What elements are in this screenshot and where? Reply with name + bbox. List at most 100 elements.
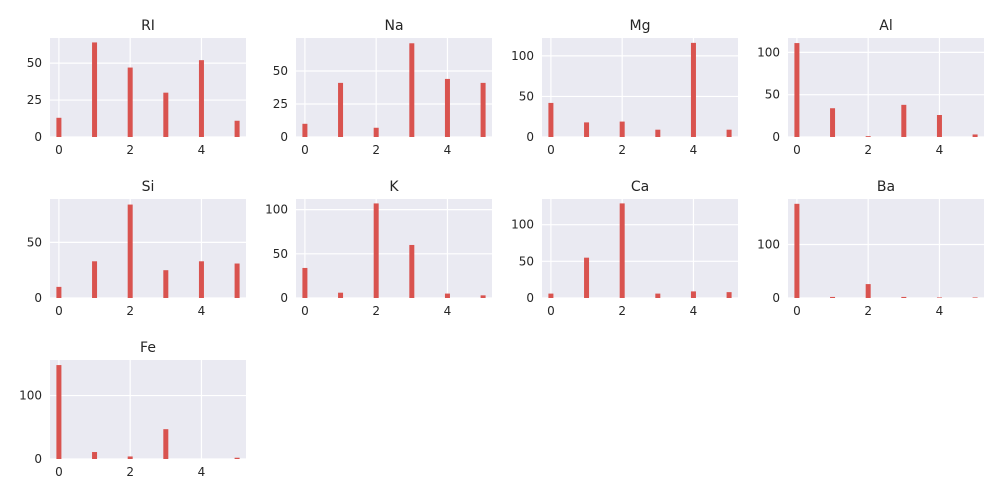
plot-area: [542, 199, 738, 298]
histogram-bar: [480, 295, 486, 298]
histogram-bar: [794, 203, 800, 298]
histogram-bar: [234, 457, 240, 459]
x-tick-label: 0: [547, 143, 555, 157]
y-tick-label: 0: [280, 291, 288, 305]
y-tick-label: 0: [772, 291, 780, 305]
histogram-bar: [92, 261, 98, 298]
histogram-bar: [92, 452, 98, 459]
subplot-mg: 0 2 4 0 50 100 Mg: [511, 18, 738, 157]
x-tick-label: 0: [55, 143, 63, 157]
histogram-bar: [936, 115, 942, 137]
y-tick-label: 25: [273, 97, 288, 111]
subplot-al: 0 2 4 0 50 100 Al: [757, 18, 984, 157]
histogram-bar: [302, 267, 308, 298]
histogram-bar: [444, 78, 450, 137]
y-tick-label: 0: [526, 291, 534, 305]
y-tick-label: 50: [27, 56, 42, 70]
histogram-bar: [936, 297, 942, 298]
histogram-bar: [409, 244, 415, 298]
histogram-bar: [198, 261, 204, 298]
x-tick-label: 0: [55, 465, 63, 479]
y-tick-label: 0: [34, 452, 42, 466]
histogram-bar: [56, 286, 62, 298]
y-tick-label: 50: [519, 254, 534, 268]
histogram-bar: [163, 270, 169, 298]
x-tick-label: 4: [198, 465, 206, 479]
x-tick-label: 4: [444, 304, 452, 318]
plot-area: [50, 38, 246, 137]
histogram-bar: [865, 284, 871, 298]
subplot-title: Ba: [877, 179, 895, 195]
subplot-si: 0 2 4 0 50 Si: [27, 179, 246, 318]
x-tick-label: 4: [198, 143, 206, 157]
histogram-bar: [655, 129, 661, 137]
histogram-bar: [127, 67, 133, 137]
histogram-bar: [830, 296, 836, 298]
histogram-bar: [234, 263, 240, 298]
plot-area: [788, 199, 984, 298]
histogram-bar: [619, 121, 625, 137]
y-tick-label: 100: [757, 45, 780, 59]
subplot-title: Fe: [140, 340, 156, 356]
subplot-fe: 0 2 4 0 100 Fe: [19, 340, 246, 479]
subplot-ca: 0 2 4 0 50 100 Ca: [511, 179, 738, 318]
histogram-bar: [690, 42, 696, 137]
y-tick-label: 100: [757, 237, 780, 251]
histogram-bar: [690, 291, 696, 298]
y-tick-label: 100: [511, 49, 534, 63]
y-tick-label: 100: [265, 203, 288, 217]
x-tick-label: 2: [618, 304, 626, 318]
x-tick-label: 4: [690, 304, 698, 318]
plot-area: [50, 360, 246, 459]
x-tick-label: 0: [301, 304, 309, 318]
subplot-title: Si: [142, 179, 155, 195]
plot-area: [50, 199, 246, 298]
y-tick-label: 0: [280, 130, 288, 144]
histogram-bar: [584, 122, 590, 137]
histogram-bar: [338, 292, 344, 298]
y-tick-label: 0: [526, 130, 534, 144]
plot-area: [296, 38, 492, 137]
subplot-title: Mg: [630, 18, 651, 34]
histogram-bar: [409, 43, 415, 137]
histogram-bar: [901, 296, 907, 298]
x-tick-label: 4: [690, 143, 698, 157]
histogram-bar: [444, 293, 450, 298]
x-tick-label: 2: [618, 143, 626, 157]
x-tick-label: 0: [301, 143, 309, 157]
subplot-title: Ca: [631, 179, 649, 195]
subplot-title: Na: [384, 18, 403, 34]
histogram-bar: [619, 203, 625, 298]
histogram-bar: [302, 123, 308, 137]
histogram-bar: [794, 43, 800, 138]
y-tick-label: 25: [27, 93, 42, 107]
x-tick-label: 0: [793, 143, 801, 157]
y-tick-label: 0: [34, 291, 42, 305]
histogram-bar: [972, 134, 978, 137]
subplot-k: 0 2 4 0 50 100 K: [265, 179, 492, 318]
x-tick-label: 0: [793, 304, 801, 318]
y-tick-label: 100: [511, 218, 534, 232]
subplot-title: Al: [879, 18, 892, 34]
x-tick-label: 4: [444, 143, 452, 157]
subplot-title: K: [389, 179, 399, 195]
x-tick-label: 4: [936, 304, 944, 318]
histogram-bar: [726, 129, 732, 137]
histogram-bar: [56, 365, 62, 459]
histogram-bar: [548, 293, 554, 298]
y-tick-label: 50: [273, 247, 288, 261]
x-tick-label: 2: [372, 143, 380, 157]
subplot-ba: 0 2 4 0 100 Ba: [757, 179, 984, 318]
x-tick-label: 2: [126, 465, 134, 479]
histogram-bar: [56, 117, 62, 137]
subplot-ri: 0 2 4 0 25 50 RI: [27, 18, 246, 157]
x-tick-label: 2: [864, 143, 872, 157]
y-tick-label: 50: [273, 64, 288, 78]
plot-area: [296, 199, 492, 298]
x-tick-label: 2: [126, 143, 134, 157]
histogram-bar: [127, 204, 133, 298]
plot-area: [542, 38, 738, 137]
histogram-bar: [548, 102, 554, 137]
histogram-bar: [830, 108, 836, 137]
